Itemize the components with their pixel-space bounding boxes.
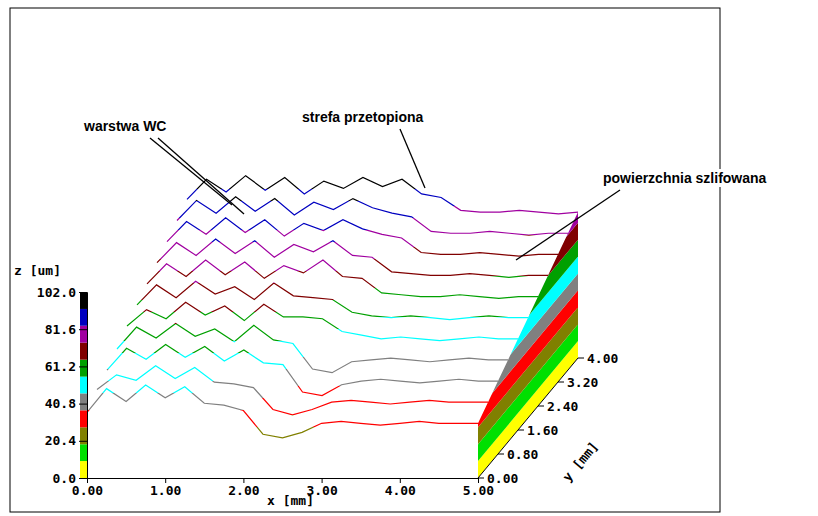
- frame: [10, 8, 720, 512]
- y-axis: 0.00 0.80 1.60 2.40 3.20 4.00: [478, 351, 618, 486]
- tick-label: 102.0: [37, 285, 76, 300]
- tick-label: 81.6: [45, 322, 76, 337]
- tick-mark: [478, 478, 484, 479]
- colorbar-band: [80, 309, 87, 326]
- side-band: [478, 172, 578, 309]
- tick: 61.2: [45, 359, 87, 374]
- annotation: warstwa WC: [83, 118, 166, 134]
- axis-line: [79, 293, 88, 479]
- tick-mark: [578, 358, 584, 359]
- tick: 0.00: [72, 478, 103, 498]
- tick-label: 4.00: [587, 351, 618, 366]
- tick-label: 40.8: [45, 396, 76, 411]
- tick-mark: [79, 366, 87, 367]
- z-axis: 0.020.440.861.281.6102.0: [37, 285, 88, 486]
- label-background: [300, 108, 426, 126]
- colorbar-band: [80, 444, 87, 461]
- side-band: [478, 257, 578, 394]
- axis-title: z [um]: [14, 263, 61, 278]
- tick-mark: [79, 404, 87, 405]
- tick-mark: [79, 478, 87, 479]
- chart-container: 0.020.440.861.281.6102.00.001.002.003.00…: [0, 0, 818, 516]
- colorbar: [80, 292, 87, 478]
- side-band: [478, 223, 578, 360]
- colorbar-band: [80, 410, 87, 427]
- tick: 20.4: [45, 433, 87, 448]
- axis-line: [478, 358, 578, 478]
- tick-mark: [498, 454, 504, 455]
- annotation: strefa przetopiona: [302, 109, 424, 125]
- plot-area: [87, 172, 578, 478]
- tick: 4.00: [385, 478, 416, 498]
- axis-title: y [mm]: [559, 439, 601, 485]
- chart-svg: 0.020.440.861.281.6102.00.001.002.003.00…: [0, 0, 818, 516]
- colorbar-band: [80, 326, 87, 343]
- colorbar-band: [80, 461, 87, 478]
- tick-label: 0.80: [507, 447, 538, 462]
- tick-label: 1.00: [150, 483, 181, 498]
- side-band: [478, 290, 578, 427]
- tick-label: 20.4: [45, 433, 76, 448]
- tick: 102.0: [37, 285, 87, 300]
- annotations: warstwa WC strefa przetopiona powierzchnia…: [81, 108, 769, 260]
- colorbar-band: [80, 292, 87, 309]
- tick-label: 1.60: [527, 423, 558, 438]
- label-background: [601, 169, 769, 187]
- side-band: [478, 206, 578, 343]
- tick-mark: [558, 382, 564, 383]
- side-band: [478, 240, 578, 377]
- tick: 2.00: [228, 478, 259, 498]
- tick-mark: [538, 406, 544, 407]
- tick-label: 2.00: [228, 483, 259, 498]
- tick-label: 61.2: [45, 359, 76, 374]
- side-band: [478, 273, 578, 410]
- tick-mark: [79, 292, 87, 293]
- leader-line: [400, 129, 425, 188]
- tick-mark: [79, 441, 87, 442]
- profile-mask: [87, 385, 478, 478]
- leader-line: [150, 138, 232, 205]
- tick-label: 3.20: [567, 375, 598, 390]
- tick-label: 0.00: [72, 483, 103, 498]
- colorbar-band: [80, 377, 87, 394]
- label-background: [81, 117, 168, 135]
- colorbar-band: [80, 343, 87, 360]
- side-face: [478, 172, 578, 478]
- colorbar-band: [80, 393, 87, 410]
- tick-label: 2.40: [547, 399, 578, 414]
- colorbar-band: [80, 360, 87, 377]
- tick-label: 4.00: [385, 483, 416, 498]
- tick-label: 0.00: [487, 471, 518, 486]
- annotation: powierzchnia szlifowana: [603, 170, 767, 186]
- tick: 40.8: [45, 396, 87, 411]
- profile-line: [87, 385, 478, 438]
- tick: 1.00: [150, 478, 181, 498]
- tick-mark: [518, 430, 524, 431]
- leader-line: [158, 138, 244, 214]
- colorbar-band: [80, 427, 87, 444]
- tick-mark: [79, 329, 87, 330]
- axis-title: x [mm]: [267, 493, 314, 508]
- axis-line: [88, 479, 479, 484]
- tick: 81.6: [45, 322, 87, 337]
- leader-line: [516, 190, 620, 260]
- side-band: [478, 189, 578, 326]
